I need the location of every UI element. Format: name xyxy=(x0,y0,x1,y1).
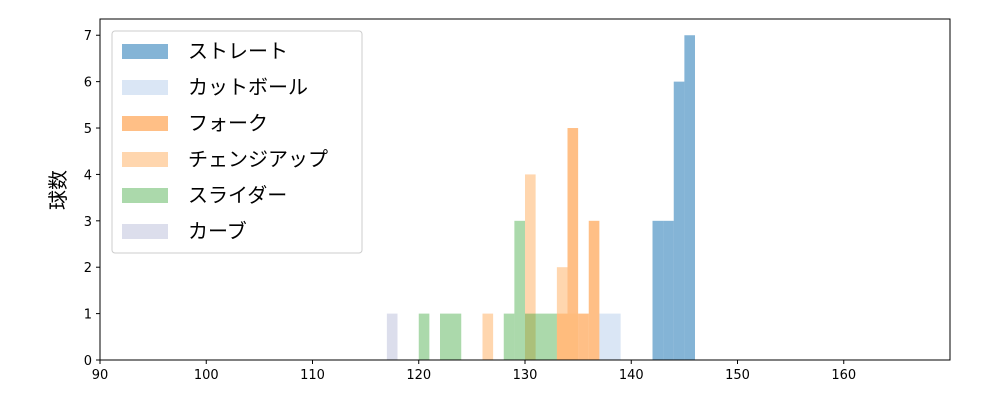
legend-swatch xyxy=(122,80,168,95)
y-tick-label: 6 xyxy=(84,76,92,91)
histogram-bar xyxy=(684,35,695,360)
y-tick-label: 7 xyxy=(84,29,92,44)
y-tick-label: 0 xyxy=(84,354,92,369)
x-tick-label: 150 xyxy=(725,368,750,383)
histogram-bar xyxy=(673,81,685,360)
y-tick-label: 5 xyxy=(84,122,92,137)
histogram-bar xyxy=(514,220,525,360)
legend-entry-label: ストレート xyxy=(188,39,288,63)
x-tick-label: 120 xyxy=(406,368,431,383)
x-tick-label: 110 xyxy=(300,368,325,383)
legend-swatch xyxy=(122,116,168,131)
y-tick-label: 4 xyxy=(84,168,92,183)
histogram-bar xyxy=(418,313,430,360)
x-tick-label: 140 xyxy=(619,368,644,383)
legend-entry-label: スライダー xyxy=(188,183,287,207)
histogram-bar xyxy=(525,313,557,360)
series-0-bars xyxy=(652,35,695,360)
histogram-bar xyxy=(525,174,536,360)
legend-entry-label: カーブ xyxy=(188,219,247,243)
series-1-bars xyxy=(599,313,621,360)
histogram-bar xyxy=(556,267,568,360)
y-tick-label: 2 xyxy=(84,261,92,276)
legend-frame xyxy=(111,30,363,254)
x-tick-label: 90 xyxy=(92,368,109,383)
legend-swatch xyxy=(122,152,168,167)
histogram-bar xyxy=(386,313,398,360)
histogram-bar xyxy=(599,313,621,360)
histogram-bar xyxy=(440,313,462,360)
y-axis: 0 1 2 3 4 5 6 7 xyxy=(84,29,100,369)
y-tick-label: 3 xyxy=(84,215,92,230)
legend-entry-label: フォーク xyxy=(188,111,268,135)
y-axis-label: 球数 xyxy=(46,170,70,210)
histogram-bar xyxy=(663,220,674,360)
histogram-bar xyxy=(588,220,600,360)
legend-swatch xyxy=(122,44,168,59)
series-5-bars xyxy=(386,313,398,360)
x-tick-label: 160 xyxy=(831,368,856,383)
histogram-bar xyxy=(567,313,579,360)
y-tick-label: 1 xyxy=(84,308,92,323)
histogram-bar xyxy=(652,220,664,360)
histogram-bar xyxy=(567,128,579,360)
series-4-bars xyxy=(418,220,557,360)
legend-swatch xyxy=(122,224,168,239)
x-tick-label: 130 xyxy=(513,368,538,383)
histogram-bar xyxy=(578,313,589,360)
series-3-bars xyxy=(482,174,579,360)
legend-swatch xyxy=(122,188,168,203)
histogram-bar xyxy=(503,313,515,360)
legend-entry-label: カットボール xyxy=(188,75,308,99)
x-tick-label: 100 xyxy=(194,368,219,383)
legend-entry-label: チェンジアップ xyxy=(188,147,328,171)
histogram-bars xyxy=(386,35,695,360)
x-axis: 90 100 110 120 130 140 150 160 xyxy=(92,360,856,383)
histogram-bar xyxy=(482,313,494,360)
